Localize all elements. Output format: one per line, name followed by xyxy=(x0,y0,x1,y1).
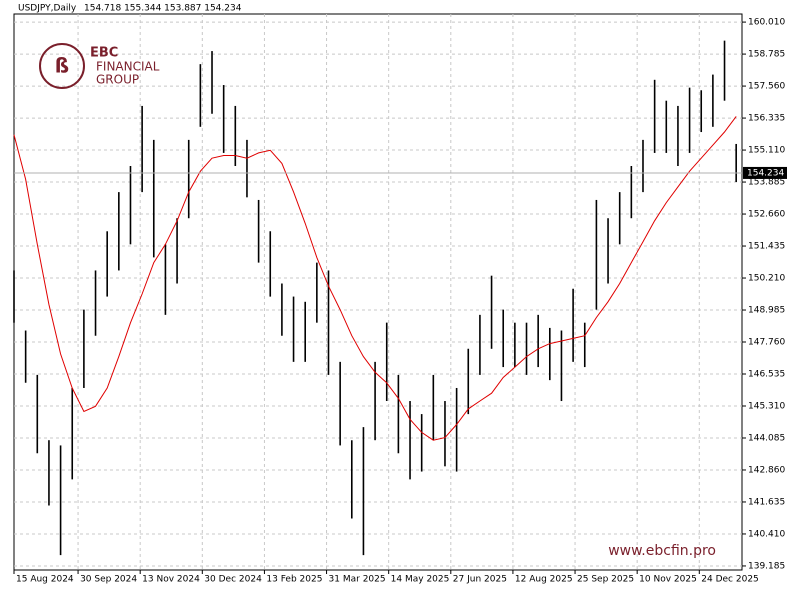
x-tick-label: 15 Aug 2024 xyxy=(16,575,74,585)
x-tick-label: 30 Sep 2024 xyxy=(80,575,137,585)
x-tick-label: 12 Aug 2025 xyxy=(515,575,573,585)
y-tick-label: 146.535 xyxy=(748,370,785,380)
y-tick-label: 147.760 xyxy=(748,338,785,348)
logo-line: GROUP xyxy=(96,73,139,87)
x-tick-label: 13 Feb 2025 xyxy=(266,575,322,585)
y-tick-label: 150.210 xyxy=(748,274,785,284)
x-tick-label: 10 Nov 2025 xyxy=(639,575,697,585)
y-tick-label: 155.110 xyxy=(748,146,785,156)
x-tick-label: 14 May 2025 xyxy=(391,575,450,585)
watermark: www.ebcfin.pro xyxy=(608,543,716,559)
logo: ß EBC FINANCIAL GROUP xyxy=(39,43,160,89)
logo-ring xyxy=(39,43,85,89)
marks xyxy=(13,40,737,556)
x-tick-label: 25 Sep 2025 xyxy=(577,575,634,585)
logo-glyph: ß xyxy=(55,54,69,78)
y-tick-label: 142.860 xyxy=(748,465,785,475)
x-tick-label: 27 Jun 2025 xyxy=(453,575,507,585)
moving-average xyxy=(13,116,737,441)
plot-frame xyxy=(13,13,743,571)
y-tick-label: 141.635 xyxy=(748,497,785,507)
logo-line: FINANCIAL xyxy=(96,60,160,74)
y-tick-label: 160.010 xyxy=(748,18,785,28)
y-tick-label: 139.185 xyxy=(748,561,785,571)
x-tick-label: 24 Dec 2025 xyxy=(701,575,759,585)
y-tick-label: 153.885 xyxy=(748,178,785,188)
x-tick-label: 30 Dec 2024 xyxy=(204,575,262,585)
y-tick-label: 144.085 xyxy=(748,433,785,443)
y-tick-label: 140.410 xyxy=(748,529,785,539)
y-tick-label: 151.435 xyxy=(748,242,785,252)
last-price-box xyxy=(743,166,787,179)
symbol: USDJPY,Daily xyxy=(18,4,77,14)
y-tick-label: 158.785 xyxy=(748,50,785,60)
grid xyxy=(14,14,742,570)
y-tick-label: 148.985 xyxy=(748,306,785,316)
y-tick-label: 156.335 xyxy=(748,114,785,124)
last-price-label: 154.234 xyxy=(747,168,784,178)
quote: 154.718 155.344 153.887 154.234 xyxy=(84,4,242,14)
x-tick-label: 31 Mar 2025 xyxy=(329,575,386,585)
x-tick-label: 13 Nov 2024 xyxy=(142,575,200,585)
y-tick-label: 157.560 xyxy=(748,82,785,92)
y-tick-label: 152.660 xyxy=(748,210,785,220)
logo-mark: EBC xyxy=(90,46,118,61)
y-tick-label: 145.310 xyxy=(748,401,785,411)
